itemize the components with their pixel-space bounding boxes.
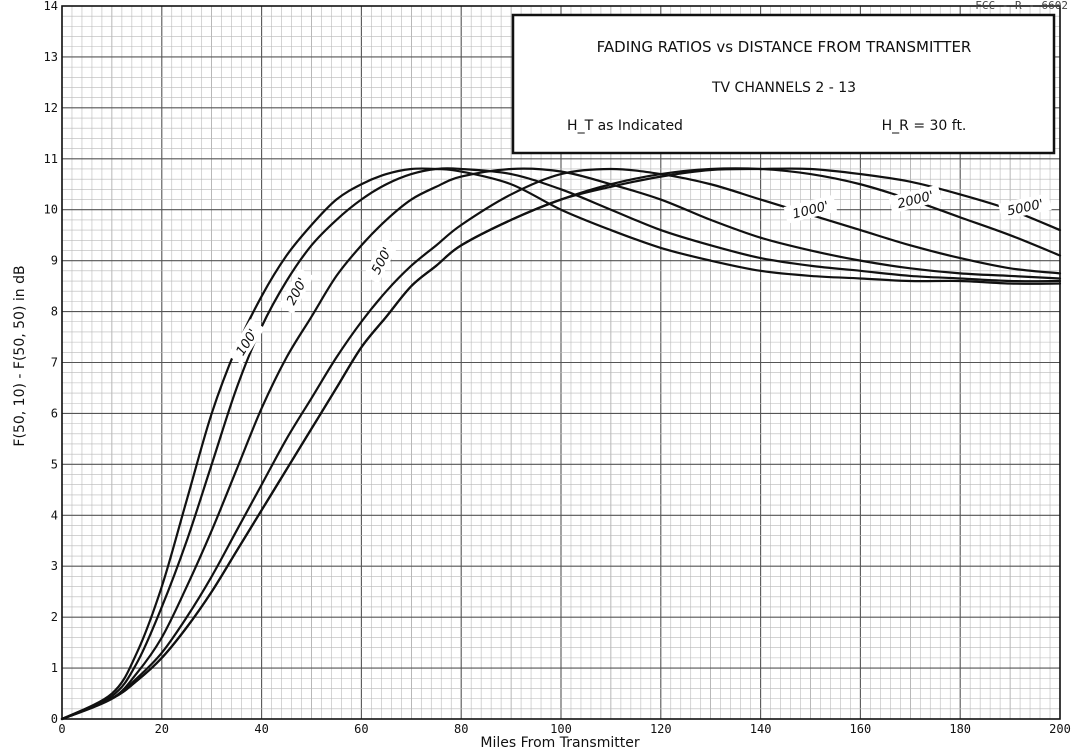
curve-100ft [60,167,1062,721]
y-tick-label: 1 [51,661,58,675]
curve-label-plate [227,319,265,365]
legend-hr: H_R = 30 ft. [882,118,967,134]
x-tick-label: 80 [454,722,468,736]
x-axis-label: Miles From Transmitter [480,735,639,751]
y-tick-label: 8 [51,305,58,319]
title-box-frame [511,13,1056,155]
x-tick-label: 40 [254,722,268,736]
curve-label: 5000' [1006,197,1045,219]
curve-label-plate [998,193,1052,221]
x-tick-label: 100 [550,722,572,736]
y-tick-label: 14 [44,0,58,13]
curve-1000ft [60,167,1062,721]
x-tick-label: 0 [58,722,65,736]
y-tick-label: 10 [44,203,58,217]
x-tick-label: 120 [650,722,672,736]
curve-labels: 100'200'500'1000' 2000' 5000' [227,184,1052,365]
y-axis-label: F(50, 10) - F(50, 50) in dB [12,265,28,446]
y-tick-label: 7 [51,356,58,370]
y-tick-label: 4 [51,508,58,522]
x-tick-label: 180 [949,722,971,736]
x-tick-label: 60 [354,722,368,736]
x-tick-label: 140 [750,722,772,736]
y-tick-label: 3 [51,559,58,573]
x-tick-labels: 0 20 40 60 80 100 120 140 160 180 200 [58,722,1070,736]
x-tick-label: 160 [850,722,872,736]
chart-subtitle: TV CHANNELS 2 - 13 [711,80,856,96]
axes [61,5,1061,720]
y-tick-label: 11 [44,152,58,166]
y-tick-label: 13 [44,50,58,64]
curve-label-plate [363,237,399,284]
y-tick-label: 5 [51,457,58,471]
x-tick-label: 200 [1049,722,1071,736]
legend-ht: H_T as Indicated [567,118,683,134]
curve-label-plate [783,194,838,224]
curve-label: 2000' [896,189,935,212]
y-tick-label: 2 [51,610,58,624]
y-tick-label: 12 [44,101,58,115]
curves [60,167,1062,721]
curve-label-plate [888,184,942,214]
plot-frame [61,5,1061,720]
curve-200ft [60,167,1062,721]
curve-label-group: 5000' [998,193,1052,221]
curve-label-plate [278,267,314,314]
chart-title: FADING RATIOS vs DISTANCE FROM TRANSMITT… [597,38,972,56]
title-box: FADING RATIOS vs DISTANCE FROM TRANSMITT… [511,13,1056,155]
curve-5000ft [60,167,1062,721]
y-tick-label: 0 [51,712,58,726]
corner-code: FCC - R - 6602 [975,0,1068,12]
curve-500ft [60,167,1062,721]
y-tick-label: 9 [51,254,58,268]
x-tick-label: 20 [155,722,169,736]
y-tick-label: 6 [51,406,58,420]
